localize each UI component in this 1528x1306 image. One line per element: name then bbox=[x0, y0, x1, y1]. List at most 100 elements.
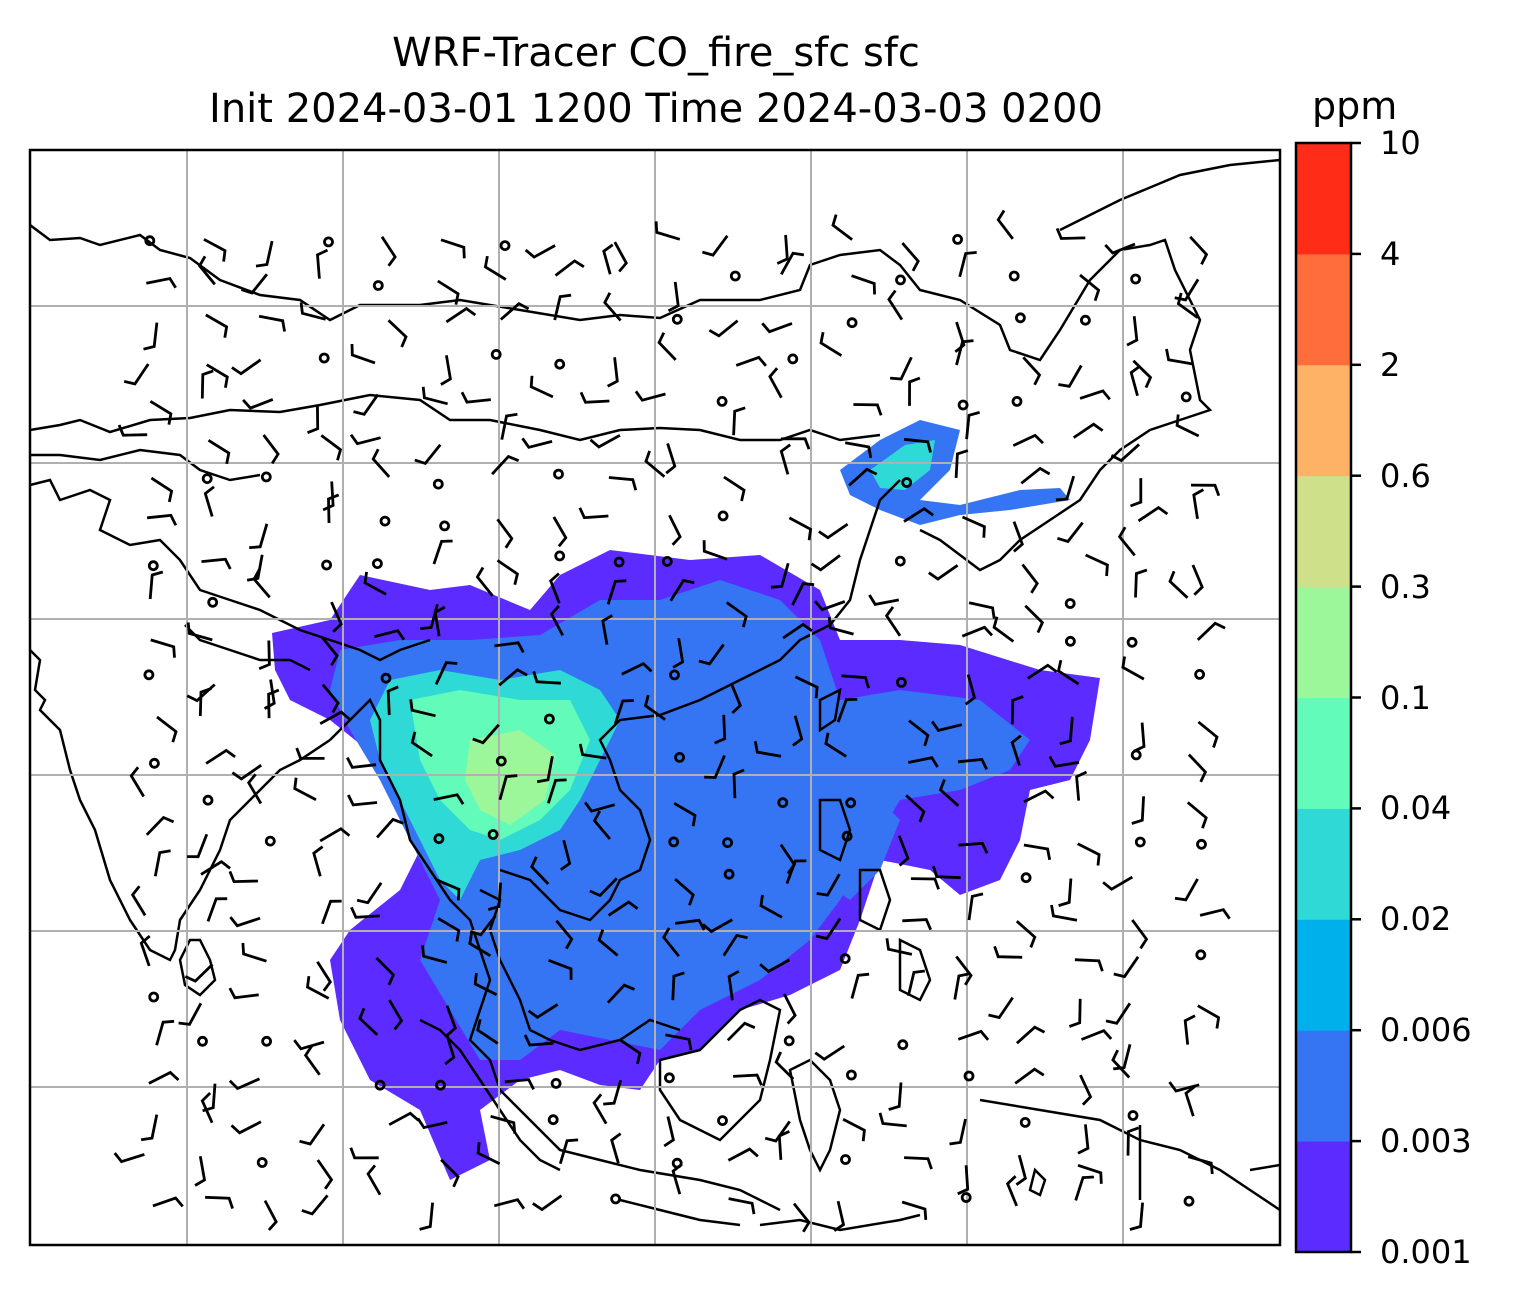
wind-barb bbox=[1168, 570, 1189, 599]
wind-barb bbox=[499, 302, 530, 321]
wind-barb bbox=[814, 1044, 846, 1061]
wind-barb bbox=[205, 313, 229, 338]
colorbar-tick-label: 0.001 bbox=[1380, 1233, 1472, 1271]
wind-barb bbox=[714, 714, 727, 745]
wind-barb bbox=[356, 882, 383, 905]
wind-barb bbox=[1079, 1074, 1093, 1106]
wind-barb bbox=[487, 882, 503, 911]
wind-barb bbox=[673, 802, 697, 827]
wind-barb bbox=[702, 918, 733, 934]
wind-barb bbox=[908, 376, 921, 406]
wind-barb bbox=[476, 1018, 499, 1045]
wind-barb bbox=[500, 412, 518, 440]
wind-barb bbox=[178, 1002, 203, 1026]
wind-barb bbox=[729, 682, 742, 715]
wind-barb bbox=[1113, 1044, 1132, 1071]
wind-barb bbox=[258, 314, 286, 332]
calm-wind-marker bbox=[490, 348, 502, 360]
wind-barb bbox=[437, 279, 460, 305]
calm-wind-marker bbox=[960, 1192, 972, 1203]
wind-barb bbox=[349, 433, 381, 446]
wind-barb bbox=[258, 640, 271, 670]
wind-barb bbox=[321, 683, 340, 714]
wind-barb bbox=[1012, 521, 1024, 553]
colorbar-tick-label: 0.1 bbox=[1380, 678, 1431, 717]
wind-barb bbox=[818, 522, 849, 540]
calm-wind-marker bbox=[896, 677, 907, 688]
wind-barb bbox=[634, 390, 666, 402]
wind-barb bbox=[785, 859, 807, 884]
wind-barb bbox=[961, 625, 994, 638]
wind-barb bbox=[263, 1199, 278, 1231]
wind-barb bbox=[1055, 475, 1076, 502]
wind-barb bbox=[1068, 998, 1082, 1028]
wind-barb bbox=[643, 694, 666, 721]
wind-barb bbox=[231, 358, 262, 376]
colorbar-segment bbox=[1296, 1030, 1351, 1142]
wind-barb bbox=[957, 1029, 990, 1041]
wind-barb bbox=[490, 1114, 517, 1134]
wind-barb bbox=[228, 870, 259, 884]
wind-barb bbox=[559, 839, 572, 871]
wind-barb bbox=[957, 758, 988, 771]
wind-barb bbox=[200, 1092, 214, 1124]
wind-barb bbox=[578, 507, 609, 520]
calm-wind-marker bbox=[148, 991, 160, 1003]
calm-wind-marker bbox=[1195, 949, 1207, 961]
wind-barb bbox=[613, 241, 628, 273]
wind-barb bbox=[475, 566, 494, 597]
wind-barb bbox=[1184, 1085, 1196, 1117]
wind-barb bbox=[662, 927, 680, 957]
wind-barb bbox=[432, 539, 453, 565]
calm-wind-marker bbox=[1015, 312, 1026, 324]
wind-barb bbox=[841, 674, 870, 689]
wind-barb bbox=[1174, 278, 1200, 302]
wind-barb bbox=[421, 386, 448, 406]
calm-wind-marker bbox=[553, 468, 564, 480]
wind-barb bbox=[1187, 1155, 1214, 1175]
wind-barb bbox=[851, 274, 876, 295]
wind-barb bbox=[1111, 1049, 1131, 1079]
wind-barb bbox=[1074, 958, 1104, 972]
wind-barb bbox=[702, 234, 729, 257]
wind-barb bbox=[1174, 878, 1199, 902]
wind-barb bbox=[469, 914, 497, 937]
wind-barb bbox=[366, 1164, 382, 1196]
wind-barb bbox=[810, 554, 841, 572]
wind-barb bbox=[768, 367, 783, 399]
wind-barb bbox=[579, 391, 610, 404]
colorbar-tick-label: 0.006 bbox=[1380, 1011, 1472, 1050]
wind-barb bbox=[386, 685, 399, 716]
calm-wind-marker bbox=[722, 837, 733, 848]
wind-barb bbox=[322, 481, 335, 512]
wind-barb bbox=[445, 1005, 457, 1037]
wind-barb bbox=[726, 1021, 756, 1042]
wind-barb bbox=[206, 897, 228, 922]
wind-barb bbox=[819, 331, 843, 357]
wind-barb bbox=[388, 1111, 420, 1126]
wind-barb bbox=[203, 485, 215, 517]
wind-barb bbox=[774, 1051, 795, 1080]
wind-barb bbox=[1022, 356, 1042, 386]
wind-barb bbox=[376, 817, 404, 839]
colorbar-tick-label: 0.003 bbox=[1380, 1122, 1472, 1161]
wind-barb bbox=[665, 442, 677, 475]
wind-barb bbox=[532, 670, 561, 685]
wind-barb bbox=[853, 403, 883, 416]
calm-wind-marker bbox=[716, 395, 728, 407]
calm-wind-marker bbox=[1065, 635, 1076, 647]
wind-barb bbox=[240, 273, 268, 295]
calm-wind-marker bbox=[777, 797, 789, 808]
wind-barb bbox=[496, 518, 514, 549]
wind-barb bbox=[440, 355, 452, 386]
wind-barb bbox=[146, 276, 177, 289]
wind-barb bbox=[491, 454, 520, 476]
wind-barb bbox=[330, 601, 343, 633]
wind-barb bbox=[602, 243, 614, 275]
wind-barb bbox=[732, 768, 745, 799]
wind-barb bbox=[552, 516, 568, 548]
calm-wind-marker bbox=[1008, 270, 1020, 282]
wind-barb bbox=[782, 622, 813, 640]
wind-barb bbox=[728, 1197, 756, 1215]
wind-barb bbox=[472, 723, 500, 745]
